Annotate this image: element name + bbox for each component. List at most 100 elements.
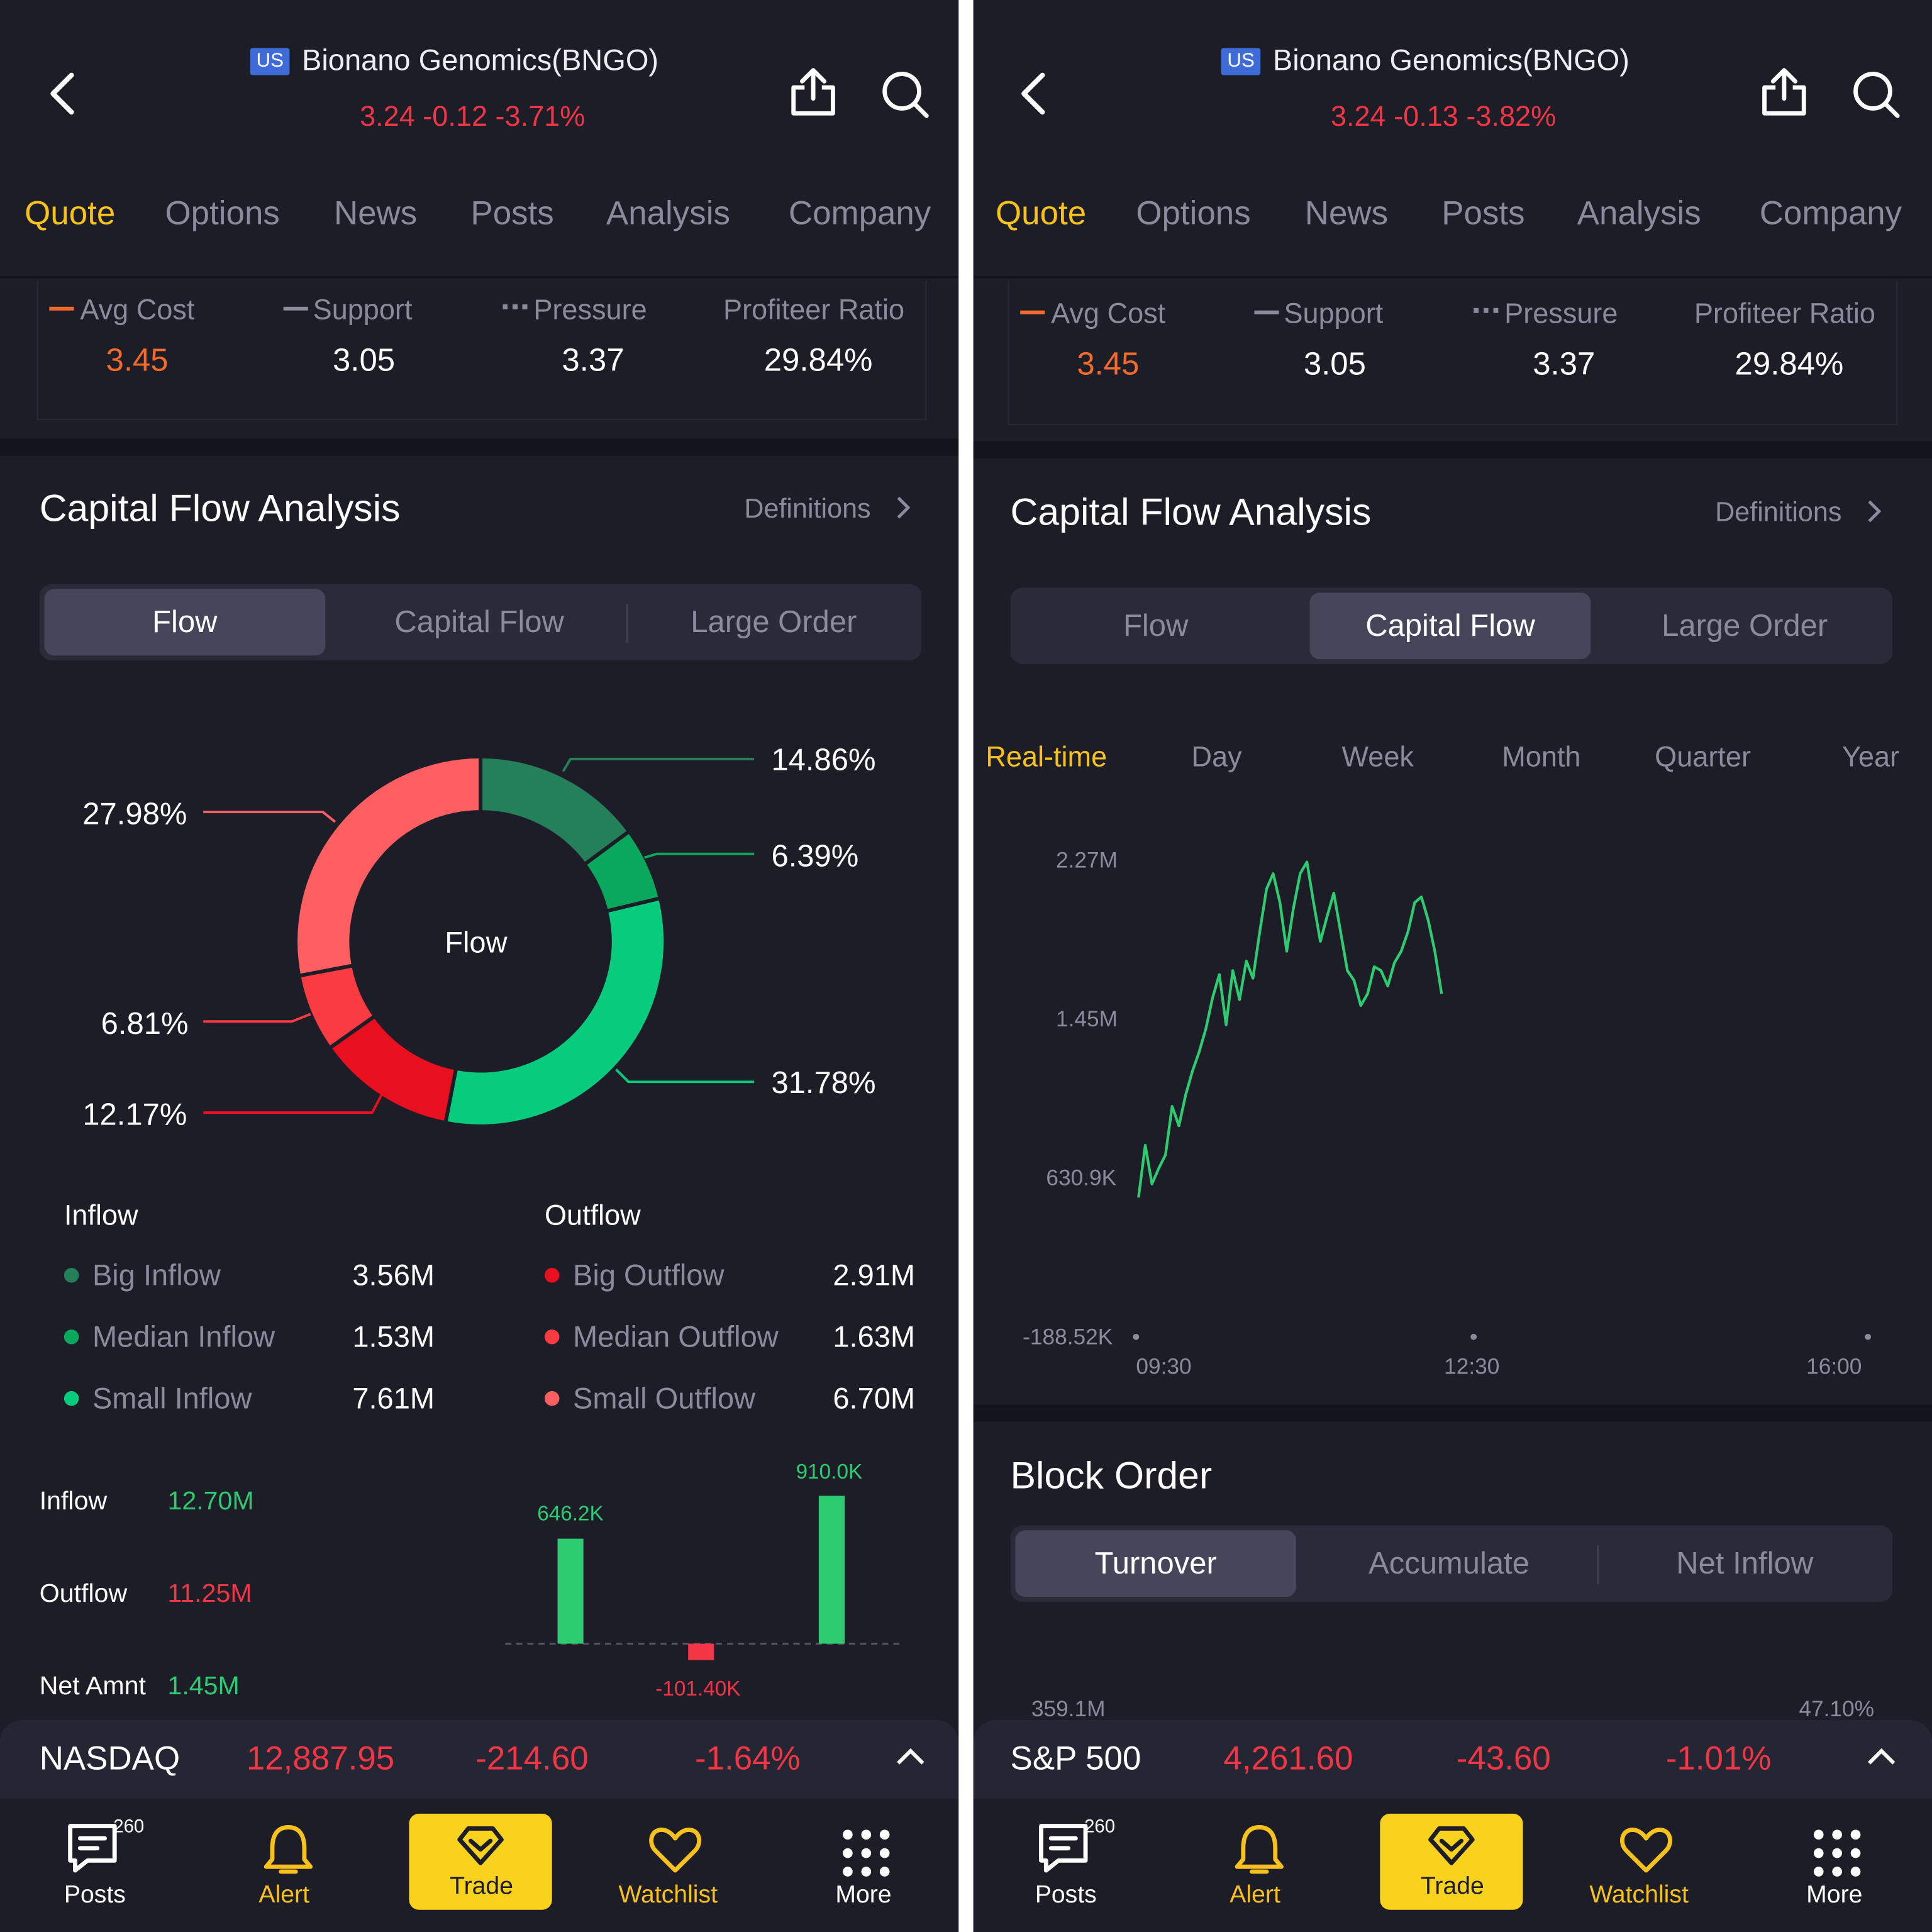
search-icon[interactable] [1851,69,1902,121]
legend-value: 7.61M [352,1382,435,1416]
total-value: 12.70M [167,1487,254,1516]
metric-label: Pressure [1504,297,1618,330]
nav-posts[interactable]: 260 Posts [49,1816,144,1924]
metrics-card [36,280,927,421]
donut-slice [443,896,667,1128]
nav-alert[interactable]: Alert [1213,1816,1306,1924]
nav-more[interactable]: More [1794,1816,1880,1924]
segment-large-order[interactable]: Large Order [1662,608,1828,643]
search-icon[interactable] [880,69,931,121]
heart-icon [649,1827,702,1873]
nav-watchlist[interactable]: Watchlist [614,1816,737,1924]
legend-label: Big Outflow [573,1259,724,1293]
segment-accumulate[interactable]: Accumulate [1368,1545,1530,1580]
tab-analysis[interactable]: Analysis [1577,194,1701,232]
chevron-up-icon[interactable] [1867,1747,1896,1767]
x-tick-label: 12:30 [1444,1354,1500,1379]
block-order-title: Block Order [1010,1453,1213,1497]
metric-value: 3.37 [1533,345,1596,382]
share-icon[interactable] [1760,67,1809,118]
capital-flow-line [1137,860,1443,1198]
donut-slice [294,754,483,979]
metric-value: 29.84% [1735,345,1844,382]
nav-alert[interactable]: Alert [242,1816,335,1924]
total-label: Outflow [39,1579,128,1608]
legend-dot [64,1391,79,1406]
nav-more[interactable]: More [823,1816,909,1924]
segment-turnover[interactable]: Turnover [1015,1530,1297,1597]
screen-divider [958,0,974,1932]
tab-company[interactable]: Company [788,194,931,232]
tab-news[interactable]: News [333,194,418,232]
support-marker [283,306,308,311]
legend-value: 1.53M [352,1321,435,1355]
metric-label: Avg Cost [80,293,195,326]
back-icon[interactable] [45,72,79,116]
index-percent: -1.64% [694,1740,801,1777]
net-flow-bar-chart [505,1496,900,1660]
posts-icon [68,1824,117,1873]
segment-flow[interactable]: Flow [44,589,326,656]
period-day[interactable]: Day [1191,740,1242,773]
period-year[interactable]: Year [1841,740,1900,773]
segment-net-inflow[interactable]: Net Inflow [1676,1545,1814,1580]
slice-label: 6.81% [101,1006,189,1041]
y-tick-label: 1.45M [1056,1006,1118,1031]
metric-label: Profiteer Ratio [723,293,905,326]
tab-quote[interactable]: Quote [996,194,1087,232]
slice-label: 27.98% [82,797,187,832]
metric-value: 3.05 [1303,345,1366,382]
legend-dot [544,1329,560,1345]
back-icon[interactable] [1015,72,1050,116]
nav-posts[interactable]: 260 Posts [1020,1816,1115,1924]
tab-posts[interactable]: Posts [470,194,554,232]
index-ticker-bar[interactable]: S&P 500 4,261.60 -43.60 -1.01% [973,1720,1932,1799]
tab-options[interactable]: Options [1136,194,1251,232]
tab-news[interactable]: News [1304,194,1389,232]
index-name: NASDAQ [39,1740,180,1777]
period-month[interactable]: Month [1502,740,1581,773]
grid-dots-icon [1813,1829,1861,1877]
nav-trade-button[interactable]: Trade [1380,1813,1523,1910]
legend-label: Median Inflow [92,1321,275,1355]
metric-label: Pressure [533,293,647,326]
x-tick-dot [1865,1333,1872,1340]
tab-analysis[interactable]: Analysis [606,194,730,232]
index-ticker-bar[interactable]: NASDAQ 12,887.95 -214.60 -1.64% [0,1720,959,1799]
tabs-divider [0,275,959,279]
right-screen: US Bionano Genomics(BNGO) 3.24 -0.13 -3.… [973,0,1932,1932]
capital-flow-line-chart [1133,860,1872,1340]
chevron-right-icon [1868,500,1882,523]
share-icon[interactable] [789,67,838,118]
period-real-time[interactable]: Real-time [985,740,1108,773]
leader-line [562,757,755,772]
section-gap [973,1404,1932,1422]
nav-posts-label: Posts [1035,1881,1097,1909]
tab-company[interactable]: Company [1759,194,1902,232]
definitions-link[interactable]: Definitions [1715,496,1842,528]
legend-dot [64,1268,79,1283]
metric-value: 29.84% [763,341,873,379]
legend-value: 2.91M [833,1259,916,1293]
index-price: 4,261.60 [1223,1740,1353,1777]
chevron-up-icon[interactable] [896,1747,925,1767]
bell-icon [264,1825,313,1874]
segment-capital-flow[interactable]: Capital Flow [394,604,564,639]
nav-trade-button[interactable]: Trade [409,1813,552,1910]
tab-quote[interactable]: Quote [25,194,116,232]
definitions-link[interactable]: Definitions [744,492,871,524]
section-title: Capital Flow Analysis [39,486,401,530]
slice-label: 12.17% [82,1097,187,1133]
x-tick-dot [1470,1333,1477,1340]
period-quarter[interactable]: Quarter [1655,740,1751,773]
nav-watchlist[interactable]: Watchlist [1585,1816,1708,1924]
segment-large-order[interactable]: Large Order [691,604,857,639]
tab-options[interactable]: Options [165,194,280,232]
tab-posts[interactable]: Posts [1441,194,1525,232]
slice-label: 6.39% [771,839,859,874]
slice-label: 14.86% [771,743,876,778]
period-week[interactable]: Week [1341,740,1414,773]
segment-flow[interactable]: Flow [1123,608,1189,643]
market-badge: US [1221,48,1261,75]
segment-capital-flow[interactable]: Capital Flow [1309,592,1591,660]
